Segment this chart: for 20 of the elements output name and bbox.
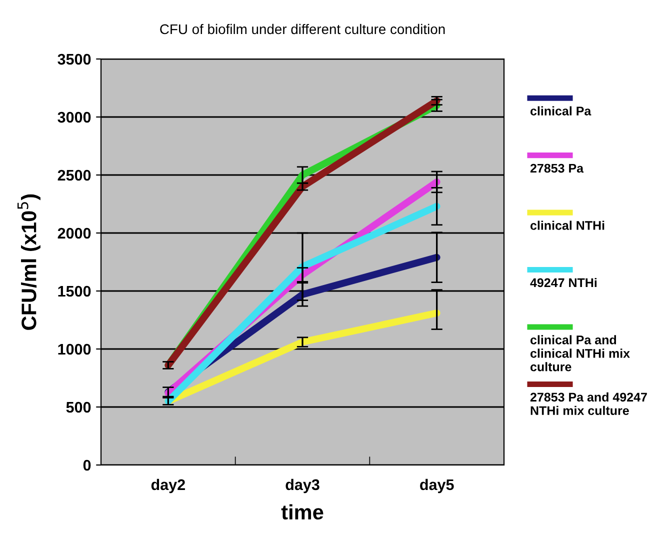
y-tick-label: 1000 xyxy=(58,344,91,355)
y-tick-label: 0 xyxy=(83,460,91,471)
legend-label: 27853 Pa and 49247 NTHi mix culture xyxy=(530,392,647,416)
chart-title: CFU of biofilm under different culture condition xyxy=(160,24,445,34)
legend-label: 27853 Pa xyxy=(530,164,584,173)
legend-label: 49247 NTHi xyxy=(530,278,597,288)
x-tick-label: day5 xyxy=(420,478,454,494)
legend-label: clinical NTHi xyxy=(530,220,604,230)
y-axis-title: CFU/ml (x10$^{5}$) xyxy=(18,194,40,330)
y-tick-label: 500 xyxy=(66,402,91,413)
legend-label: clinical Pa xyxy=(530,106,592,116)
x-tick-label: day3 xyxy=(286,478,320,494)
y-tick-label: 3000 xyxy=(58,112,91,123)
y-tick-label: 3500 xyxy=(58,54,91,65)
x-axis-title: time xyxy=(281,504,324,520)
y-tick-label: 1500 xyxy=(58,286,91,297)
y-tick-label: 2000 xyxy=(58,228,91,239)
legend-label: clinical Pa and clinical NTHi mix culture xyxy=(530,335,630,372)
x-tick-label: day2 xyxy=(151,478,185,494)
y-tick-label: 2500 xyxy=(58,170,91,181)
